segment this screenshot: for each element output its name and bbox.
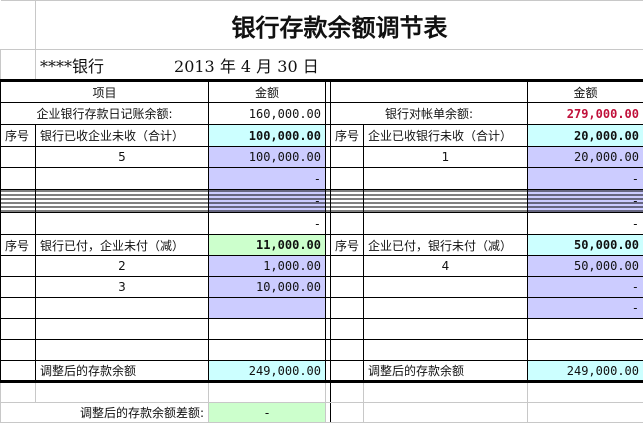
- table-row-amount[interactable]: -: [528, 277, 643, 298]
- left-add-total[interactable]: 100,000.00: [209, 125, 326, 147]
- header-amount-right: 金额: [528, 81, 643, 103]
- bank-balance[interactable]: 279,000.00: [528, 103, 643, 125]
- book-balance[interactable]: 160,000.00: [209, 103, 326, 125]
- table-row-amount[interactable]: -: [528, 168, 643, 190]
- bank-balance-label: 银行对帐单余额:: [331, 103, 528, 125]
- table-row-amount[interactable]: 20,000.00: [528, 147, 643, 168]
- seq-header: 序号: [331, 235, 364, 256]
- left-adjusted-label: 调整后的存款余额: [36, 361, 209, 382]
- seq-header: 序号: [1, 125, 36, 147]
- difference-label: 调整后的存款余额差额:: [1, 403, 209, 423]
- table-row-no[interactable]: 1: [364, 147, 528, 168]
- difference-value[interactable]: -: [209, 403, 326, 423]
- right-adjusted-balance[interactable]: 249,000.00: [528, 361, 643, 382]
- table-row-no[interactable]: 5: [36, 147, 209, 168]
- right-add-label: 企业已收银行未收（合计）: [364, 125, 528, 147]
- table-row-amount[interactable]: 50,000.00: [528, 256, 643, 277]
- left-less-total[interactable]: 11,000.00: [209, 235, 326, 256]
- sheet-title: 银行存款余额调节表: [36, 1, 643, 50]
- seq-header: 序号: [331, 125, 364, 147]
- book-balance-label: 企业银行存款日记账余额:: [1, 103, 209, 125]
- seq-header: 序号: [1, 235, 36, 256]
- table-row-amount[interactable]: -: [209, 168, 326, 190]
- table-row-no[interactable]: 2: [36, 256, 209, 277]
- table-row-amount[interactable]: -: [528, 213, 643, 235]
- header-amount: 金额: [209, 81, 326, 103]
- table-row-amount[interactable]: -: [528, 298, 643, 319]
- left-less-label: 银行已付，企业未付（减）: [36, 235, 209, 256]
- right-add-total[interactable]: 20,000.00: [528, 125, 643, 147]
- table-row-no[interactable]: 3: [36, 277, 209, 298]
- table-row-amount[interactable]: -: [209, 213, 326, 235]
- table-row-no[interactable]: 4: [364, 256, 528, 277]
- right-less-label: 企业已付，银行未付（减）: [364, 235, 528, 256]
- left-adjusted-balance[interactable]: 249,000.00: [209, 361, 326, 382]
- left-add-label: 银行已收企业未收（合计）: [36, 125, 209, 147]
- table-row-amount[interactable]: 10,000.00: [209, 277, 326, 298]
- header-item: 项目: [1, 81, 209, 103]
- table-row-amount[interactable]: [209, 298, 326, 319]
- table-row-amount[interactable]: -: [209, 190, 326, 213]
- table-row-amount[interactable]: 100,000.00: [209, 147, 326, 168]
- right-adjusted-label: 调整后的存款余额: [364, 361, 528, 382]
- report-date: 2013 年 4 月 30 日: [174, 57, 319, 76]
- bank-name: ****银行: [40, 57, 104, 76]
- table-row-amount[interactable]: -: [528, 190, 643, 213]
- right-less-total[interactable]: 50,000.00: [528, 235, 643, 256]
- table-row-amount[interactable]: 1,000.00: [209, 256, 326, 277]
